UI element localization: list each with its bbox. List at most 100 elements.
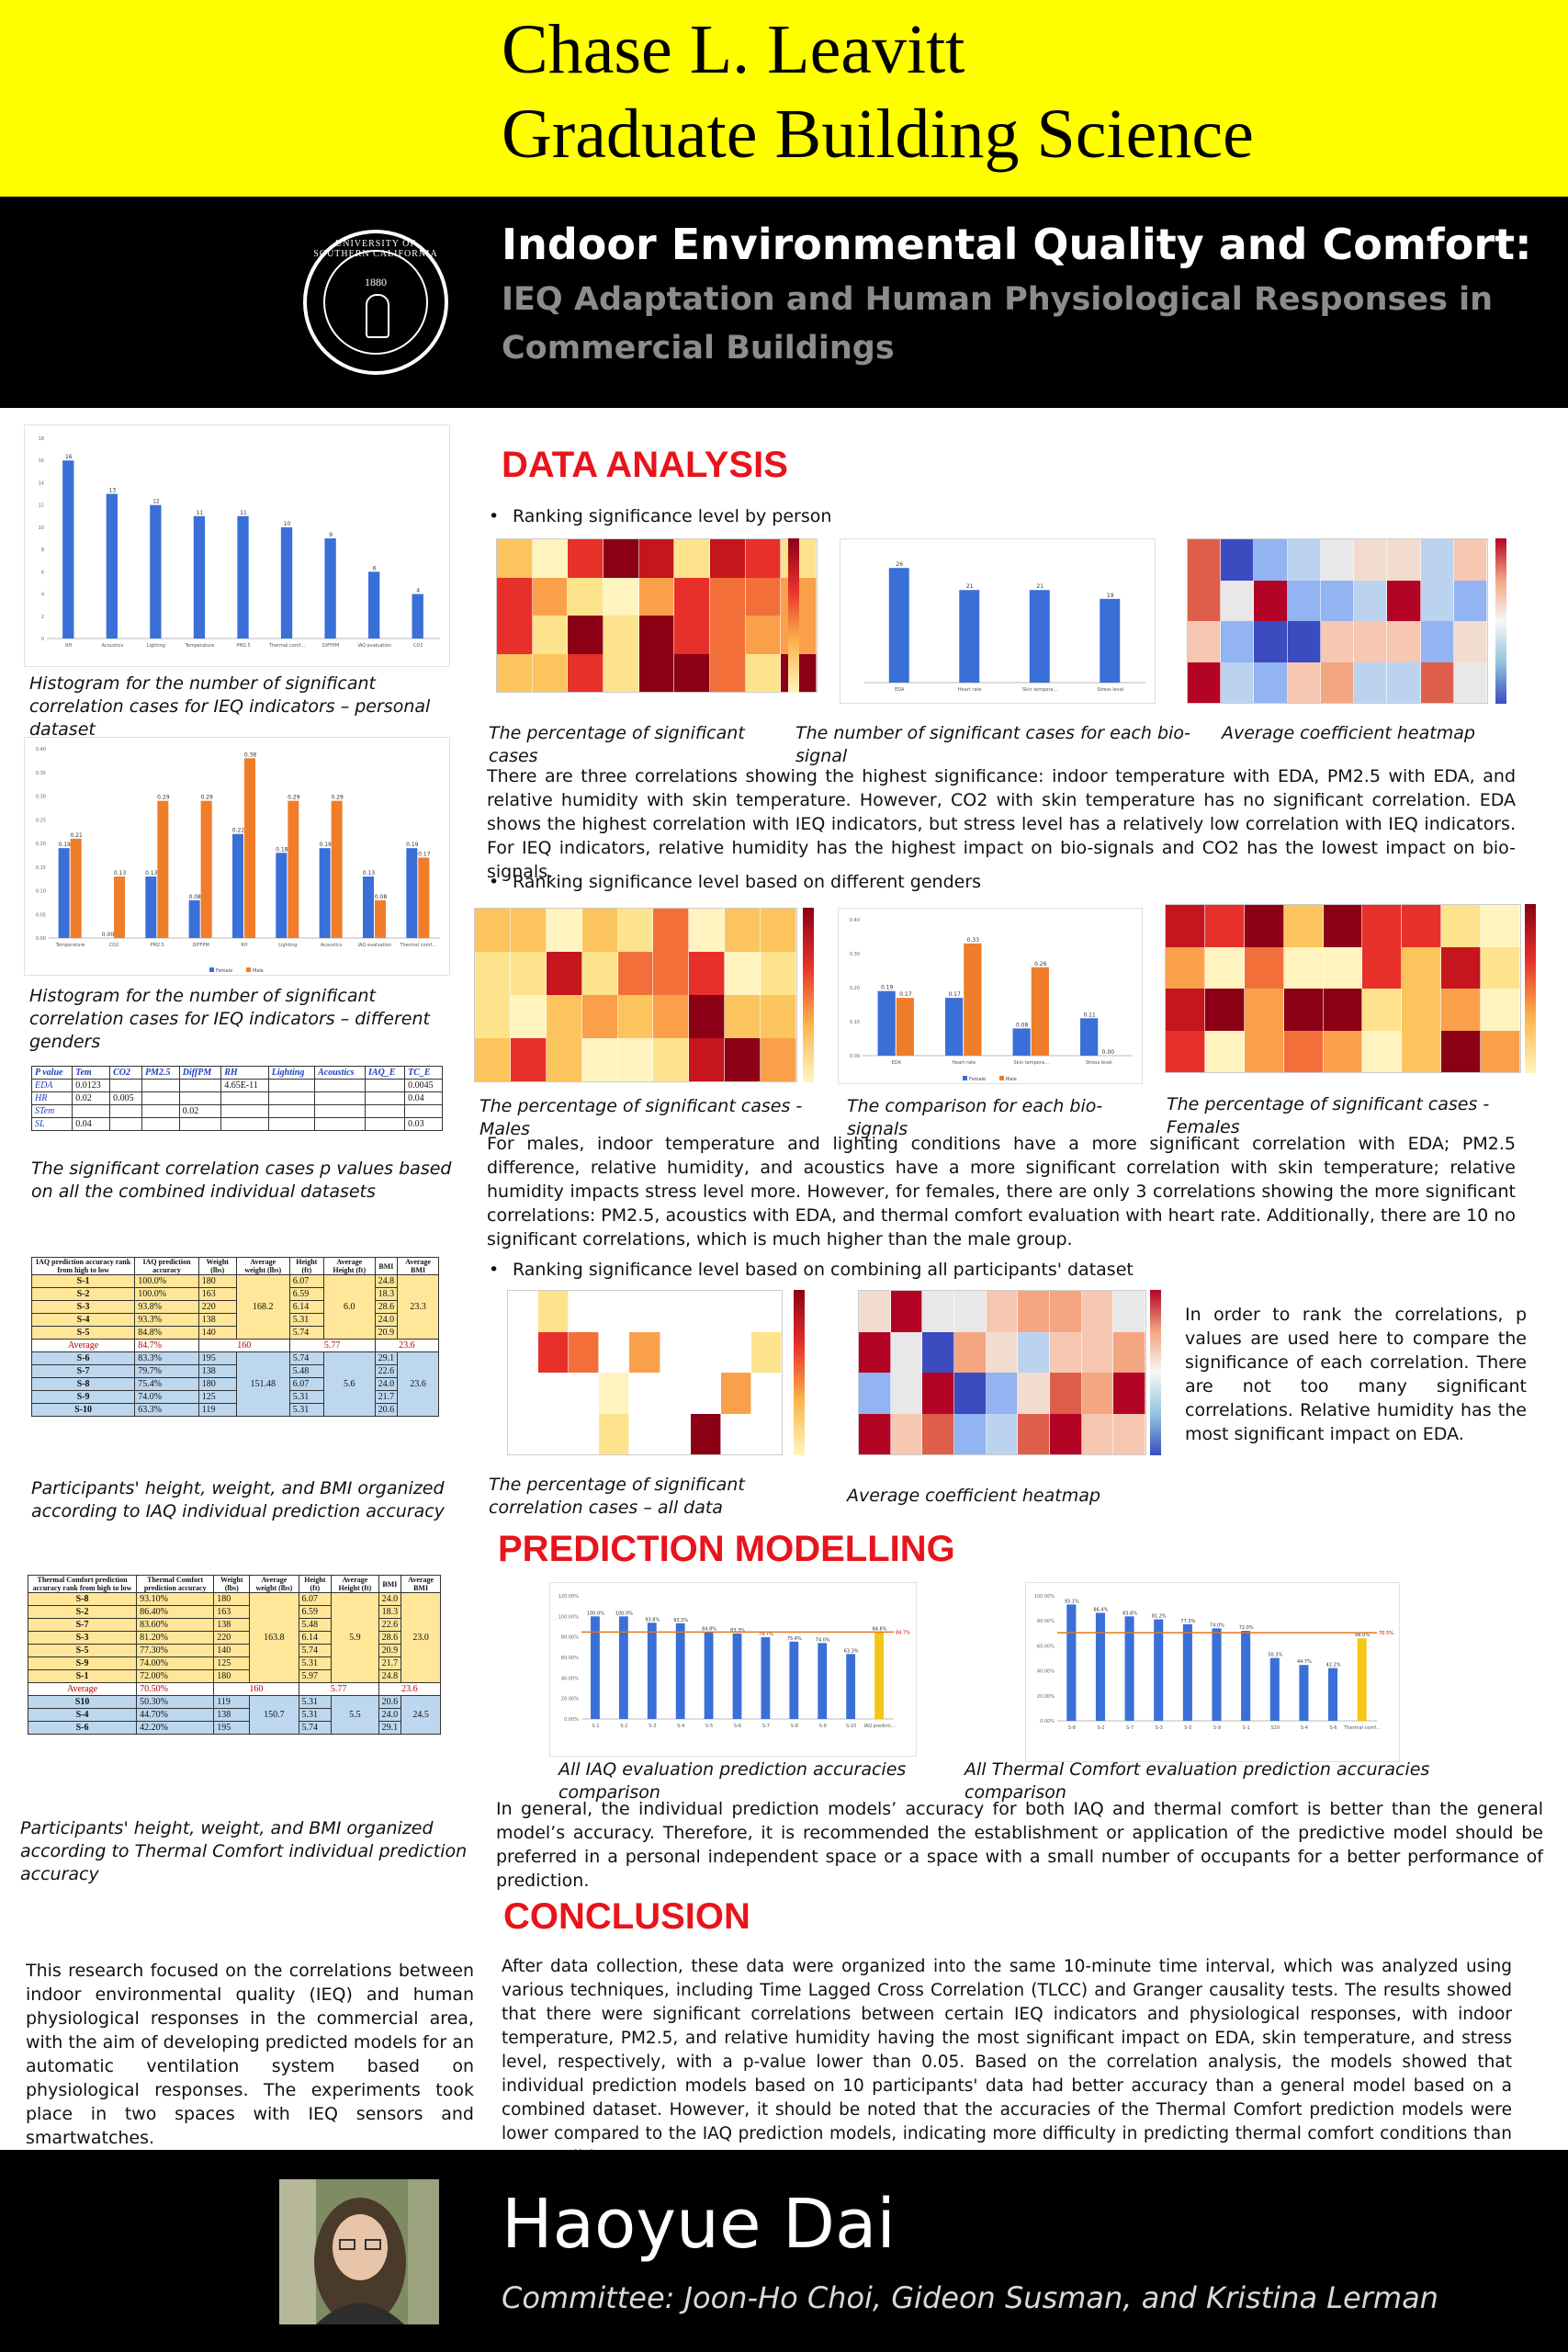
tick-label: IAQ evaluation bbox=[357, 643, 391, 649]
table-cell: 138 bbox=[197, 1313, 237, 1327]
heatmap-cell bbox=[510, 952, 547, 995]
bar bbox=[1357, 1638, 1367, 1721]
prediction-paragraph: In general, the individual prediction mo… bbox=[496, 1799, 1543, 1891]
heatmap-cell bbox=[1221, 580, 1255, 621]
seal-year: 1880 bbox=[365, 276, 387, 288]
table-cell bbox=[365, 1079, 406, 1092]
bar bbox=[1100, 598, 1121, 683]
heatmap-cell bbox=[604, 577, 639, 616]
table-cell: 168.2 bbox=[235, 1274, 290, 1340]
table-cell: 119 bbox=[213, 1695, 251, 1709]
heatmap-cell bbox=[568, 539, 604, 578]
heatmap-cell bbox=[720, 1331, 751, 1373]
table-cell: SL bbox=[30, 1117, 73, 1131]
tick-label: RH bbox=[241, 943, 247, 948]
tick-label: CO2 bbox=[413, 643, 423, 649]
table-cell bbox=[141, 1104, 180, 1118]
bar bbox=[368, 571, 380, 639]
y-tick-label: 80.00% bbox=[1037, 1619, 1055, 1624]
bar bbox=[1328, 1668, 1338, 1721]
histogram-genders-caption: Histogram for the number of significant … bbox=[29, 986, 430, 1052]
heatmap-cell bbox=[653, 1038, 690, 1081]
heatmap-cell bbox=[581, 995, 618, 1038]
heatmap-cell bbox=[1402, 946, 1442, 989]
data-label: 84.8% bbox=[873, 1626, 887, 1632]
table-cell bbox=[404, 1104, 443, 1118]
table-row: S-4 44.70% 138 5.31 24.0 bbox=[27, 1708, 441, 1722]
y-tick-label: 40.00% bbox=[561, 1676, 579, 1681]
tick-label: S-7 bbox=[1126, 1725, 1134, 1731]
bar bbox=[964, 943, 982, 1056]
table-cell: STem bbox=[30, 1104, 73, 1118]
table-cell bbox=[141, 1117, 180, 1131]
table-row: S-4 93.3% 138 5.31 24.0 bbox=[30, 1313, 439, 1327]
heatmap-cell bbox=[1354, 580, 1388, 621]
table-cell: 24.0 bbox=[374, 1377, 399, 1391]
heatmap-cell bbox=[725, 1038, 761, 1081]
bmi-header-row: Thermal Comfort prediction accuracy rank… bbox=[27, 1575, 441, 1593]
heatmap-cell bbox=[1166, 946, 1205, 989]
table-cell: 6.0 bbox=[322, 1274, 376, 1340]
bar bbox=[362, 876, 374, 938]
heatmap-cell bbox=[1081, 1373, 1114, 1414]
table-cell bbox=[314, 1104, 367, 1118]
bar bbox=[1080, 1018, 1099, 1056]
y-tick-label: 0.00% bbox=[564, 1717, 579, 1723]
y-tick-label: 80.00% bbox=[561, 1635, 579, 1641]
tick-label: S-9 bbox=[1213, 1725, 1221, 1731]
heatmap-cell bbox=[761, 952, 796, 995]
heatmap-cell bbox=[1354, 662, 1388, 703]
data-label: 72.0% bbox=[1239, 1625, 1254, 1631]
data-label: 11 bbox=[197, 510, 204, 516]
analysis-paragraph-1: There are three correlations showing the… bbox=[487, 766, 1516, 882]
bar bbox=[150, 504, 162, 639]
heatmap-cell bbox=[750, 1331, 782, 1373]
bar bbox=[157, 800, 169, 938]
table-cell: 23.6 bbox=[374, 1339, 440, 1352]
legend-label: Female bbox=[216, 968, 232, 974]
average-row: Average 84.7% 160 5.77 23.6 bbox=[30, 1339, 440, 1352]
heatmap-cell bbox=[475, 995, 511, 1038]
heatmap-cell bbox=[1323, 1030, 1363, 1072]
table-row: S-7 79.7% 138 5.48 22.6 bbox=[30, 1364, 439, 1378]
table-cell: 74.0% bbox=[134, 1390, 199, 1404]
data-label: 0.19 bbox=[319, 842, 332, 848]
heatmap-cell bbox=[1362, 905, 1403, 947]
heatmap-cell bbox=[660, 1413, 691, 1454]
table-cell: 220 bbox=[197, 1300, 237, 1314]
heatmap-cell bbox=[1188, 539, 1222, 581]
table-header: IAQ_E bbox=[365, 1066, 406, 1080]
heatmap-cell bbox=[497, 577, 533, 616]
table-cell: 5.77 bbox=[288, 1339, 376, 1352]
heatmap-cell bbox=[1283, 1030, 1324, 1072]
data-label: 0.21 bbox=[70, 832, 83, 839]
heatmap-cell bbox=[890, 1373, 923, 1414]
committee-line: Committee: Joon-Ho Choi, Gideon Susman, … bbox=[502, 2280, 1438, 2315]
iaq-bmi-table: IAQ prediction accuracy rank from high t… bbox=[30, 1257, 440, 1417]
bar bbox=[418, 857, 430, 938]
data-label: 0.00 bbox=[1102, 1049, 1115, 1056]
y-tick-label: 0.00% bbox=[1040, 1719, 1055, 1724]
table-cell: 150.7 bbox=[249, 1695, 299, 1735]
heatmap-colorbar bbox=[788, 538, 799, 693]
table-cell: S-4 bbox=[30, 1313, 136, 1327]
tick-label: Thermal comf… bbox=[400, 943, 437, 948]
table-header: Average BMI bbox=[400, 1575, 441, 1593]
table-cell: 0.04 bbox=[72, 1117, 111, 1131]
bar bbox=[1066, 1604, 1077, 1721]
table-cell: 5.31 bbox=[298, 1708, 333, 1722]
heatmap-cell bbox=[1320, 621, 1355, 662]
table-cell: HR bbox=[30, 1091, 73, 1105]
heatmap-cell bbox=[510, 909, 547, 952]
heatmap-cell bbox=[1113, 1291, 1145, 1332]
heatmap-cell bbox=[510, 995, 547, 1038]
heatmap-cell bbox=[1113, 1413, 1145, 1454]
table-cell bbox=[178, 1079, 222, 1092]
table-cell: 4.65E-11 bbox=[220, 1079, 269, 1092]
heatmap-cell bbox=[690, 1291, 721, 1332]
tick-label: Temperature bbox=[185, 643, 215, 649]
table-cell: 70.50% bbox=[136, 1682, 215, 1696]
heatmap-cell bbox=[922, 1373, 954, 1414]
table-cell bbox=[314, 1117, 367, 1131]
heatmap-cell bbox=[617, 909, 654, 952]
